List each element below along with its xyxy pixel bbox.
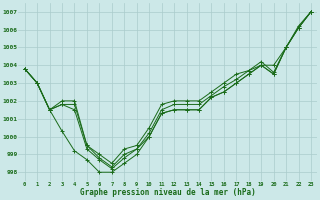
X-axis label: Graphe pression niveau de la mer (hPa): Graphe pression niveau de la mer (hPa) <box>80 188 256 197</box>
